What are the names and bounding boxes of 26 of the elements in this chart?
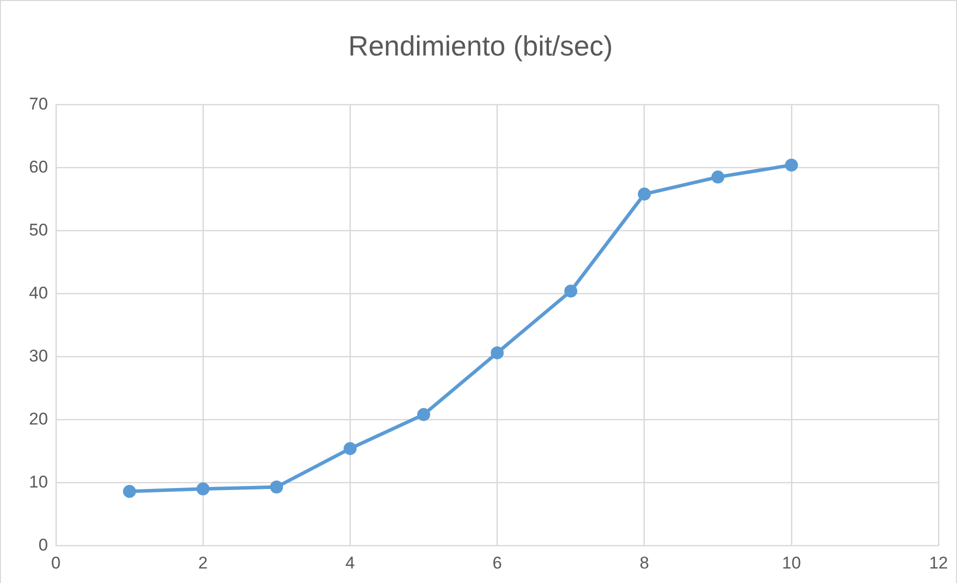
- point: [417, 408, 430, 422]
- x-tick-label: 0: [51, 553, 61, 572]
- y-tick-label: 70: [28, 94, 48, 114]
- point: [784, 158, 798, 172]
- y-tick-label: 60: [28, 157, 48, 176]
- y-tick-label: 0: [38, 535, 48, 554]
- point: [344, 442, 357, 456]
- x-tick-label: 2: [198, 553, 208, 572]
- point: [270, 480, 284, 494]
- point: [564, 284, 578, 298]
- x-tick-label: 8: [640, 553, 650, 572]
- y-tick-label: 50: [28, 220, 48, 240]
- point: [638, 188, 651, 201]
- x-tick-label: 6: [492, 553, 502, 572]
- y-tick-label: 30: [28, 346, 48, 366]
- x-tick-label: 12: [929, 553, 948, 572]
- y-tick-label: 10: [28, 472, 48, 492]
- point: [122, 484, 136, 498]
- y-tick-label: 40: [28, 283, 48, 302]
- x-tick-label: 4: [345, 553, 355, 572]
- chart-title: Rendimiento (bit/sec): [348, 30, 613, 62]
- y-tick-label: 20: [28, 409, 48, 428]
- point: [490, 346, 504, 360]
- x-tick-label: 10: [782, 553, 801, 572]
- point: [711, 170, 724, 184]
- point: [196, 482, 210, 496]
